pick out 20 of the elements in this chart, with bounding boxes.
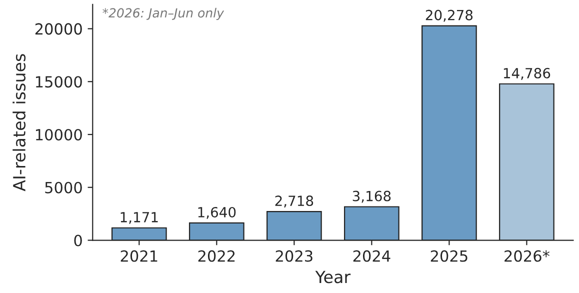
data-label: 14,786: [504, 68, 550, 80]
x-tick-label: 2021: [120, 250, 158, 262]
x-tick-label: 2023: [276, 250, 312, 262]
data-label: 1,640: [198, 206, 236, 219]
data-label: 2,718: [275, 196, 314, 208]
x-tick-label: 2022: [198, 250, 235, 262]
data-label: 3,168: [352, 190, 391, 203]
x-axis-title: Year: [315, 270, 351, 284]
x-tick-label: 2026*: [504, 250, 550, 262]
y-tick-label: 0: [74, 234, 82, 246]
data-label: 1,171: [120, 212, 158, 224]
x-tick-label: 2024: [353, 250, 390, 262]
y-tick-label: 10000: [36, 128, 82, 141]
x-tick-label: 2025: [430, 250, 468, 262]
annotation: *2026: Jan–Jun only: [102, 8, 224, 20]
y-axis-title: AI-related issues: [12, 54, 26, 192]
data-label: 20,278: [426, 10, 473, 22]
y-tick-label: 5000: [45, 182, 82, 194]
y-tick-label: 20000: [35, 23, 82, 35]
y-tick-label: 15000: [36, 76, 82, 88]
